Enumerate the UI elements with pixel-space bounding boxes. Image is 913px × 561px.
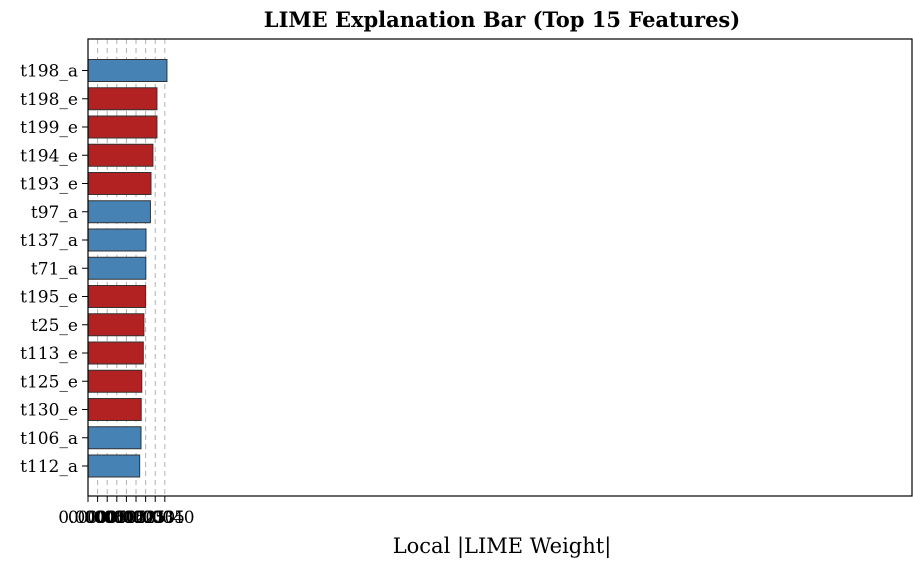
bar-t199_e bbox=[87, 115, 158, 139]
x-tick-label: 0.0035 bbox=[125, 508, 184, 528]
x-tick-label: 0.0005 bbox=[68, 508, 127, 528]
bar-t112_a bbox=[87, 454, 141, 478]
y-tick-label: t125_e bbox=[20, 372, 78, 392]
y-tick-label: t130_e bbox=[20, 401, 78, 421]
bar-t113_e bbox=[87, 341, 144, 365]
x-axis-label: Local |LIME Weight| bbox=[393, 534, 612, 559]
x-tick-label: 0.0015 bbox=[87, 508, 146, 528]
y-tick-label: t198_a bbox=[20, 62, 78, 82]
x-tick-label: 0.0010 bbox=[77, 508, 136, 528]
x-tick-label: 0.0040 bbox=[135, 508, 194, 528]
x-axis: 0.00000.00050.00100.00150.00200.00250.00… bbox=[58, 496, 195, 528]
bar-t71_a bbox=[87, 256, 147, 280]
bar-t137_a bbox=[87, 228, 147, 252]
x-tick-label: 0.0025 bbox=[106, 508, 165, 528]
y-tick-label: t194_e bbox=[20, 146, 78, 166]
bar-t193_e bbox=[87, 172, 152, 195]
bar-t198_a bbox=[87, 59, 168, 82]
x-tick-label: 0.0030 bbox=[116, 508, 175, 528]
y-tick-label: t25_e bbox=[31, 316, 78, 336]
bar-t97_a bbox=[87, 200, 151, 224]
y-axis: t198_a t198_e t199_e t194_e t193_e t97_a t137_… bbox=[20, 62, 88, 477]
y-tick-label: t199_e bbox=[20, 118, 78, 138]
y-tick-label: t113_e bbox=[20, 344, 78, 364]
x-tick-label: 0.0000 bbox=[58, 508, 117, 528]
bar-t25_e bbox=[87, 313, 145, 337]
y-tick-label: t198_e bbox=[20, 90, 78, 110]
bar-t198_e bbox=[87, 87, 158, 111]
y-tick-label: t106_a bbox=[20, 429, 78, 449]
bar-t194_e bbox=[87, 143, 154, 167]
plot-frame bbox=[87, 38, 913, 497]
bar-t106_a bbox=[87, 426, 142, 450]
x-tick-label: 0.0020 bbox=[97, 508, 156, 528]
y-tick-label: t193_e bbox=[20, 175, 78, 195]
bar-t125_e bbox=[87, 369, 143, 393]
y-tick-label: t71_a bbox=[31, 259, 78, 279]
y-tick-label: t97_a bbox=[31, 203, 78, 223]
y-tick-label: t112_a bbox=[20, 457, 78, 477]
chart-title: LIME Explanation Bar (Top 15 Features) bbox=[264, 7, 740, 32]
bar-t130_e bbox=[87, 398, 142, 421]
bar-t195_e bbox=[87, 285, 147, 308]
y-tick-label: t195_e bbox=[20, 288, 78, 308]
y-tick-label: t137_a bbox=[20, 231, 78, 251]
